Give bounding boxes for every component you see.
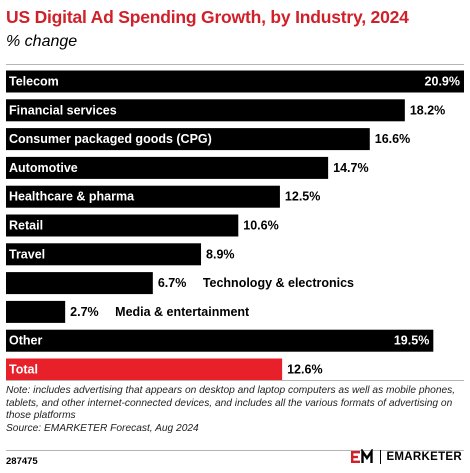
value-label-consumer-packaged-goods-cpg: 16.6% (375, 132, 410, 146)
value-label-other: 19.5% (394, 334, 429, 348)
category-label-other: Other (9, 334, 42, 348)
chart-subtitle: % change (6, 33, 78, 50)
note-text: Note: includes advertising that appears … (6, 385, 456, 422)
top-rule (6, 64, 464, 65)
bar-other (6, 329, 434, 352)
category-label-automotive: Automotive (9, 161, 78, 175)
bottom-rule (6, 380, 464, 381)
brand-logo: EMARKETER (351, 449, 462, 465)
value-label-media-and-entertainment: 2.7% (70, 305, 99, 319)
category-label-financial-services: Financial services (9, 103, 117, 117)
brand-name: EMARKETER (386, 451, 462, 463)
bar-chart: Telecom 20.9% Financial services 18.2% Consu… (6, 70, 464, 380)
chart-notes: Note: includes advertising that appears … (6, 385, 464, 435)
bar-travel (6, 243, 202, 266)
value-label-total: 12.6% (287, 363, 322, 377)
chart-title: US Digital Ad Spending Growth, by Indust… (6, 7, 409, 27)
em-logo-icon (351, 449, 374, 463)
bar-telecom (6, 70, 464, 93)
value-label-retail: 10.6% (243, 219, 278, 233)
category-label-telecom: Telecom (9, 75, 59, 89)
bar-media-and-entertainment (6, 300, 66, 323)
value-label-technology-and-electronics: 6.7% (158, 276, 187, 290)
bar-automotive (6, 156, 329, 179)
bar-technology-and-electronics (6, 272, 153, 295)
bar-retail (6, 214, 239, 237)
source-text: Source: EMARKETER Forecast, Aug 2024 (6, 422, 199, 434)
value-label-travel: 8.9% (206, 247, 235, 261)
category-label-healthcare-and-pharma: Healthcare & pharma (9, 190, 135, 204)
category-label-total: Total (9, 363, 38, 377)
bar-total (6, 358, 283, 380)
category-label-travel: Travel (9, 247, 45, 261)
bottom-rule-2 (6, 450, 464, 451)
value-label-telecom: 20.9% (425, 75, 460, 89)
value-label-automotive: 14.7% (333, 161, 368, 175)
chart-id: 287475 (6, 456, 38, 467)
category-label-technology-and-electronics: Technology & electronics (203, 276, 354, 290)
bar-financial-services (6, 99, 405, 122)
value-label-financial-services: 18.2% (410, 103, 445, 117)
logo-divider (380, 450, 382, 464)
category-label-retail: Retail (9, 219, 43, 233)
bar-consumer-packaged-goods-cpg (6, 128, 370, 151)
value-label-healthcare-and-pharma: 12.5% (285, 190, 320, 204)
category-label-media-and-entertainment: Media & entertainment (115, 305, 250, 319)
category-label-consumer-packaged-goods-cpg: Consumer packaged goods (CPG) (9, 132, 212, 146)
bar-healthcare-and-pharma (6, 185, 280, 208)
